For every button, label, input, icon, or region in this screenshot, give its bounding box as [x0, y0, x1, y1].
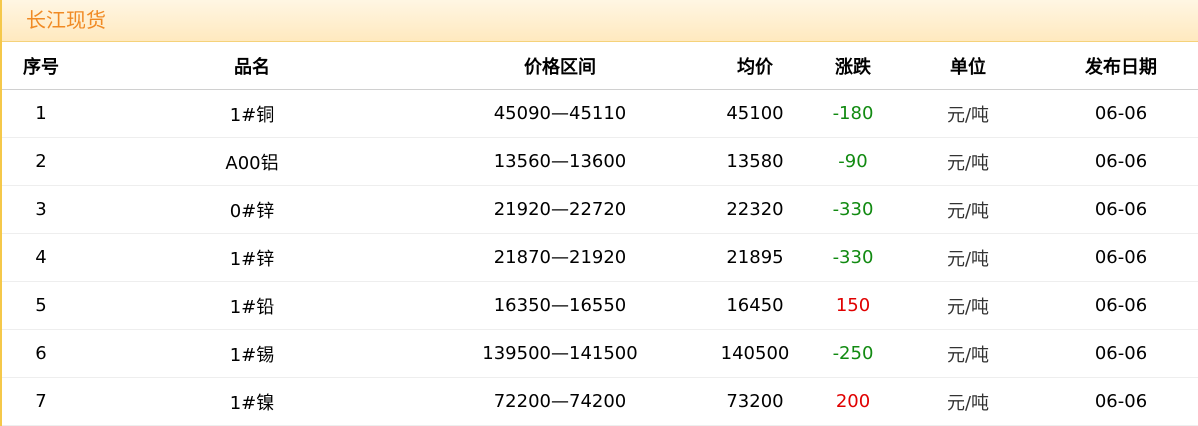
header-range: 价格区间: [424, 42, 696, 90]
header-date: 发布日期: [1044, 42, 1198, 90]
cell-range: 13560—13600: [424, 137, 696, 186]
price-table: 序号 品名 价格区间 均价 涨跌 单位 发布日期 1 1#铜 45090—45110…: [2, 42, 1198, 426]
cell-date: 06-06: [1044, 185, 1198, 234]
cell-avg: 140500: [696, 329, 814, 378]
table-row: 3 0#锌 21920—22720 22320 -330 元/吨 06-06: [2, 185, 1198, 234]
table-row: 2 A00铝 13560—13600 13580 -90 元/吨 06-06: [2, 137, 1198, 186]
cell-date: 06-06: [1044, 233, 1198, 282]
cell-range: 72200—74200: [424, 377, 696, 426]
header-change: 涨跌: [814, 42, 892, 90]
cell-no: 5: [2, 281, 80, 330]
cell-avg: 13580: [696, 137, 814, 186]
cell-unit: 元/吨: [892, 377, 1044, 426]
cell-avg: 22320: [696, 185, 814, 234]
cell-unit: 元/吨: [892, 89, 1044, 138]
cell-date: 06-06: [1044, 281, 1198, 330]
cell-range: 45090—45110: [424, 89, 696, 138]
cell-date: 06-06: [1044, 89, 1198, 138]
cell-change: -180: [814, 89, 892, 138]
cell-name: 1#锌: [80, 233, 424, 282]
cell-avg: 45100: [696, 89, 814, 138]
cell-change: -330: [814, 233, 892, 282]
cell-date: 06-06: [1044, 137, 1198, 186]
cell-unit: 元/吨: [892, 281, 1044, 330]
cell-date: 06-06: [1044, 329, 1198, 378]
cell-name: 1#镍: [80, 377, 424, 426]
cell-unit: 元/吨: [892, 185, 1044, 234]
cell-change: 200: [814, 377, 892, 426]
table-row: 5 1#铅 16350—16550 16450 150 元/吨 06-06: [2, 281, 1198, 330]
cell-avg: 16450: [696, 281, 814, 330]
cell-no: 1: [2, 89, 80, 138]
cell-name: A00铝: [80, 137, 424, 186]
cell-no: 2: [2, 137, 80, 186]
cell-avg: 21895: [696, 233, 814, 282]
table-row: 1 1#铜 45090—45110 45100 -180 元/吨 06-06: [2, 89, 1198, 138]
table-row: 6 1#锡 139500—141500 140500 -250 元/吨 06-06: [2, 329, 1198, 378]
cell-range: 139500—141500: [424, 329, 696, 378]
table-row: 4 1#锌 21870—21920 21895 -330 元/吨 06-06: [2, 233, 1198, 282]
cell-no: 6: [2, 329, 80, 378]
cell-name: 0#锌: [80, 185, 424, 234]
cell-no: 7: [2, 377, 80, 426]
cell-change: -250: [814, 329, 892, 378]
cell-range: 16350—16550: [424, 281, 696, 330]
header-no: 序号: [2, 42, 80, 90]
cell-avg: 73200: [696, 377, 814, 426]
cell-unit: 元/吨: [892, 233, 1044, 282]
header-name: 品名: [80, 42, 424, 90]
cell-unit: 元/吨: [892, 137, 1044, 186]
header-unit: 单位: [892, 42, 1044, 90]
cell-name: 1#铅: [80, 281, 424, 330]
panel-title: 长江现货: [26, 8, 106, 32]
table-row: 7 1#镍 72200—74200 73200 200 元/吨 06-06: [2, 377, 1198, 426]
cell-no: 3: [2, 185, 80, 234]
header-avg: 均价: [696, 42, 814, 90]
cell-change: -330: [814, 185, 892, 234]
cell-unit: 元/吨: [892, 329, 1044, 378]
cell-name: 1#铜: [80, 89, 424, 138]
cell-name: 1#锡: [80, 329, 424, 378]
cell-no: 4: [2, 233, 80, 282]
cell-date: 06-06: [1044, 377, 1198, 426]
cell-range: 21920—22720: [424, 185, 696, 234]
cell-range: 21870—21920: [424, 233, 696, 282]
cell-change: 150: [814, 281, 892, 330]
cell-change: -90: [814, 137, 892, 186]
table-header-row: 序号 品名 价格区间 均价 涨跌 单位 发布日期: [2, 42, 1198, 90]
panel-header: 长江现货: [2, 0, 1198, 42]
